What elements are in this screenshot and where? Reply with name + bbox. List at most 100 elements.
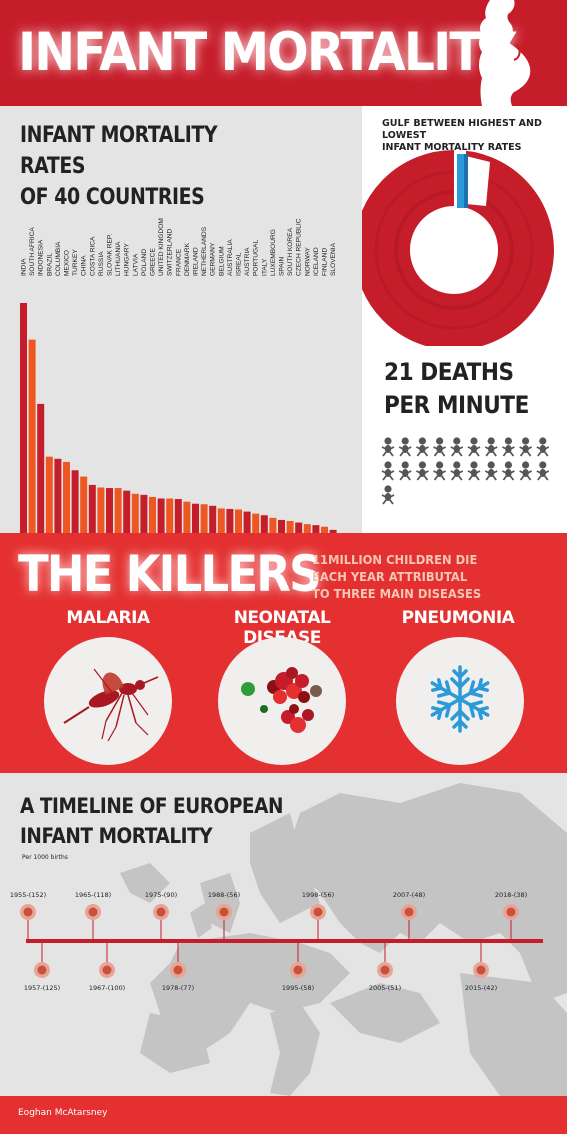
- killers-title: THE KILLERS: [18, 545, 322, 603]
- pneumonia-circle: [396, 637, 524, 765]
- bar-category-label: LITHUANIA: [115, 241, 122, 276]
- gulf-title-line2: INFANT MORTALITY RATES: [382, 142, 522, 153]
- timeline-event-label: 1957-(125): [23, 984, 61, 992]
- bar-category-label: CHINA: [81, 255, 88, 276]
- timeline-event-label: 1955-(152): [9, 891, 47, 899]
- bar: [63, 461, 70, 533]
- bar: [45, 456, 53, 533]
- bar: [174, 499, 182, 533]
- bar-category-label: COSTA RICA: [89, 236, 96, 276]
- bar: [286, 520, 294, 533]
- timeline-event-label: 2015-(42): [464, 984, 498, 992]
- timeline-title-line2: INFANT MORTALITY: [20, 824, 213, 848]
- timeline-event-label: 1988-(56): [207, 891, 241, 899]
- bar-category-label: SOUTH AFRICA: [29, 227, 36, 276]
- bar-category-label: IRELAND: [193, 247, 200, 276]
- bar-category-label: FRANCE: [175, 248, 182, 276]
- bar-category-label: RUSSIA: [98, 251, 105, 276]
- bar-category-label: AUSTRIA: [244, 247, 251, 276]
- bar-category-label: SLOVAK REP.: [107, 234, 114, 276]
- bar-category-label: AUSTRALIA: [227, 239, 234, 276]
- page-title: INFANT MORTALITY: [18, 22, 516, 83]
- baby-icon: [467, 437, 481, 457]
- baby-icon: [433, 437, 447, 457]
- timeline-marker-core: [37, 965, 47, 975]
- baby-icon: [519, 461, 533, 481]
- timeline-marker-core: [88, 907, 98, 917]
- rates-title-line2: OF 40 COUNTRIES: [20, 185, 205, 210]
- gulf-title: GULF BETWEEN HIGHEST AND LOWEST INFANT M…: [382, 118, 567, 154]
- bar: [71, 470, 79, 533]
- timeline-event-label: 2007-(48): [392, 891, 426, 899]
- bar: [20, 303, 27, 533]
- baby-icon: [381, 437, 395, 457]
- bar-category-label: BRAZIL: [46, 253, 53, 276]
- bar-category-label: TURKEY: [72, 249, 79, 276]
- baby-icon: [381, 485, 395, 505]
- footer-author: Eoghan McAtarsney: [18, 1108, 108, 1118]
- bar: [131, 493, 139, 533]
- bar: [123, 490, 131, 533]
- bar: [97, 487, 105, 533]
- bar: [183, 501, 191, 533]
- rates-title: INFANT MORTALITY RATES OF 40 COUNTRIES: [20, 120, 278, 213]
- bar-category-label: HUNGARY: [124, 243, 131, 276]
- bar: [166, 498, 174, 533]
- bar: [106, 488, 113, 533]
- timeline-marker-core: [380, 965, 390, 975]
- timeline-event-label: 1967-(100): [88, 984, 126, 992]
- timeline-marker-core: [102, 965, 112, 975]
- bar: [321, 526, 328, 533]
- timeline-event-label: 2018-(38): [494, 891, 528, 899]
- bar-category-label: SOUTH KOREA: [287, 227, 294, 276]
- bar: [260, 515, 268, 533]
- disease-label-malaria: MALARIA: [66, 608, 150, 628]
- bar-category-label: UNITED KINGDOM: [158, 218, 165, 276]
- timeline-marker-core: [173, 965, 183, 975]
- bar-category-label: PORTUGAL: [253, 240, 260, 276]
- baby-icon: [381, 461, 395, 481]
- timeline-subtitle: Per 1000 births: [22, 854, 68, 861]
- bar-category-label: ITALY: [261, 258, 268, 276]
- bar-category-label: ISREAL: [236, 252, 243, 276]
- bar-category-label: GREECE: [150, 248, 157, 276]
- deaths-title-line2: PER MINUTE: [384, 391, 529, 419]
- rates-title-line1: INFANT MORTALITY RATES: [20, 123, 218, 179]
- bar-category-label: ICELAND: [313, 247, 320, 276]
- timeline-event-label: 1998-(56): [301, 891, 335, 899]
- bar: [303, 524, 311, 533]
- bar-category-label: LATVIA: [132, 253, 139, 276]
- timeline-marker-core: [219, 907, 229, 917]
- bar: [209, 505, 217, 533]
- footer: Eoghan McAtarsney: [0, 1096, 567, 1134]
- bar: [329, 529, 337, 533]
- timeline-marker-core: [156, 907, 166, 917]
- timeline-axis: [26, 939, 543, 943]
- baby-icon: [501, 437, 515, 457]
- bar: [200, 504, 208, 533]
- bar: [226, 508, 234, 533]
- neonatal-circle: [218, 637, 346, 765]
- bar-category-label: MEXICO: [64, 250, 71, 276]
- bar-category-label: SWITZERLAND: [167, 229, 174, 276]
- germs-icon: [241, 667, 322, 733]
- bar: [114, 488, 122, 533]
- bar: [295, 522, 303, 533]
- timeline-marker-core: [23, 907, 33, 917]
- baby-icon: [415, 461, 429, 481]
- deaths-title-line1: 21 DEATHS: [384, 358, 514, 386]
- baby-icon: [450, 437, 464, 457]
- bar: [157, 498, 165, 533]
- bar-category-label: DENMARK: [184, 242, 191, 276]
- header-banner: INFANT MORTALITY: [0, 0, 567, 106]
- baby-icon: [450, 461, 464, 481]
- timeline-title-line1: A TIMELINE OF EUROPEAN: [20, 794, 284, 818]
- bar-category-label: GERMANY: [210, 242, 217, 276]
- bar-category-label: INDIA: [21, 258, 28, 276]
- timeline-marker-core: [293, 965, 303, 975]
- bar-category-label: NORWAY: [304, 247, 311, 276]
- baby-icon-grid: [381, 437, 550, 505]
- snowflake-icon: [426, 665, 494, 733]
- timeline-title: A TIMELINE OF EUROPEAN INFANT MORTALITY: [20, 791, 283, 851]
- timeline-marker-core: [476, 965, 486, 975]
